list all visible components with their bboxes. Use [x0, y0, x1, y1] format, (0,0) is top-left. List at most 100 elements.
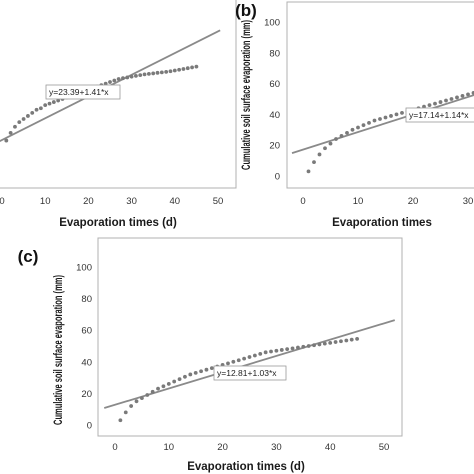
data-point [394, 112, 399, 117]
data-point [231, 359, 236, 364]
data-point [146, 71, 151, 76]
data-point [263, 350, 268, 355]
data-point [290, 346, 295, 351]
data-point [279, 348, 284, 352]
data-point [328, 141, 333, 146]
data-point [333, 340, 338, 344]
x-tick-label: 10 [353, 196, 364, 207]
data-point [345, 130, 349, 135]
fit-equation: y=23.39+1.41*x [49, 87, 109, 97]
x-tick-label: 30 [126, 196, 137, 207]
y-tick-label: 80 [81, 294, 92, 305]
plot-frame [286, 1, 474, 189]
data-point [242, 356, 247, 361]
panel-c-chart: y=12.81+1.03*x 0 10 20 30 40 50 0 20 40 60 80 100 Eva… [18, 237, 403, 473]
data-point [159, 70, 164, 75]
equation-box [213, 365, 287, 381]
data-point [471, 90, 474, 95]
data-point [134, 399, 139, 404]
y-tick-label: 60 [269, 79, 280, 90]
data-point [56, 98, 61, 103]
data-point [349, 337, 354, 342]
equation-box [405, 107, 474, 123]
data-point [460, 94, 465, 98]
data-point [129, 74, 134, 79]
data-point [193, 370, 198, 375]
data-point [150, 389, 155, 394]
x-axis-label: Evaporation times (d) [59, 217, 177, 229]
data-point [433, 101, 437, 106]
data-point [328, 340, 333, 345]
plot-frame [0, 0, 237, 189]
plot-frame [97, 237, 403, 437]
y-tick-label: 0 [275, 172, 280, 183]
x-tick-label: 0 [112, 442, 117, 453]
data-point [155, 70, 160, 75]
data-point [112, 78, 117, 83]
data-point [26, 114, 30, 118]
data-point [285, 347, 290, 352]
data-point [378, 117, 382, 121]
data-point [204, 367, 209, 372]
x-tick-label: 10 [40, 196, 51, 207]
data-point [252, 353, 257, 358]
data-point [361, 123, 366, 128]
fit-line [291, 94, 474, 154]
data-point [123, 410, 128, 415]
x-tick-label: 20 [217, 442, 228, 453]
data-point [177, 67, 182, 72]
equation-box [45, 84, 121, 100]
data-point [125, 75, 130, 80]
data-point [339, 134, 344, 138]
panel-b-chart: y=17.14+1.14*x 0 10 20 30 0 20 40 60 80 100 Evapora… [235, 1, 474, 229]
data-point [444, 98, 448, 103]
x-tick-label: 30 [271, 442, 282, 453]
data-point [156, 386, 160, 391]
data-point [168, 69, 173, 74]
data-point [183, 374, 187, 379]
data-point [47, 101, 52, 106]
x-axis-label: Evaporation times [332, 217, 432, 229]
data-point [13, 124, 17, 129]
data-point [334, 137, 338, 141]
data-point [317, 342, 322, 347]
y-tick-label: 60 [81, 326, 92, 337]
data-point [317, 152, 322, 157]
panel-label: (c) [18, 247, 39, 266]
data-point [258, 352, 263, 356]
x-tick-label: 0 [300, 196, 305, 207]
data-point [43, 103, 48, 108]
data-point [145, 393, 150, 397]
data-point [4, 138, 9, 143]
data-point [177, 377, 182, 382]
data-point [372, 118, 377, 123]
data-point [339, 339, 343, 344]
data-point [312, 160, 316, 165]
data-point [350, 127, 355, 132]
data-point [185, 66, 190, 71]
data-point [209, 366, 214, 371]
y-tick-label: 20 [269, 141, 280, 152]
x-tick-label: 40 [325, 442, 336, 453]
data-point [161, 384, 166, 389]
y-tick-label: 100 [264, 18, 280, 29]
data-point [236, 358, 241, 363]
data-point [466, 92, 470, 97]
x-tick-label: 0 [0, 196, 5, 207]
data-point [172, 379, 177, 384]
x-tick-label: 50 [379, 442, 390, 453]
y-tick-label: 40 [269, 110, 280, 121]
data-point [21, 117, 26, 121]
data-point [116, 77, 121, 81]
data-point [269, 349, 273, 354]
y-axis-label: Cumulative soil surface evaporation (mm) [53, 275, 65, 425]
data-point [38, 106, 43, 111]
data-point [455, 95, 459, 100]
data-point [164, 69, 169, 74]
x-tick-label: 50 [213, 196, 224, 207]
data-point [188, 372, 193, 377]
data-point [118, 418, 123, 423]
data-point [356, 125, 360, 130]
data-point [8, 130, 13, 135]
